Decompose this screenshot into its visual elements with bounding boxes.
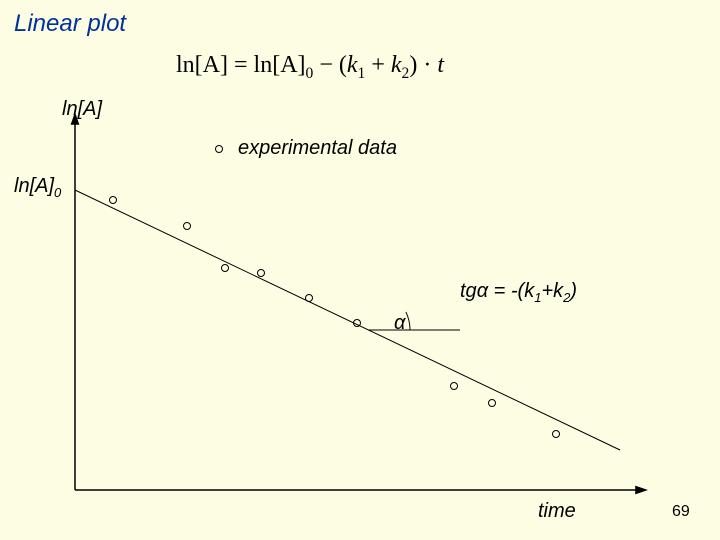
slide-root: Linear plot ln[A] = ln[A]0 − (k1 + k2) ·… [0,0,720,540]
fit-line [75,190,620,450]
angle-arc [406,312,410,330]
legend-marker-icon [216,146,223,153]
y-axis-arrow-icon [71,112,80,125]
x-axis-arrow-icon [635,486,648,495]
plot-svg [0,0,720,540]
data-point [489,400,496,407]
data-point [306,295,313,302]
data-point [110,197,117,204]
data-point [222,265,229,272]
data-point [451,383,458,390]
data-point [553,431,560,438]
data-point [258,270,265,277]
data-point [184,223,191,230]
